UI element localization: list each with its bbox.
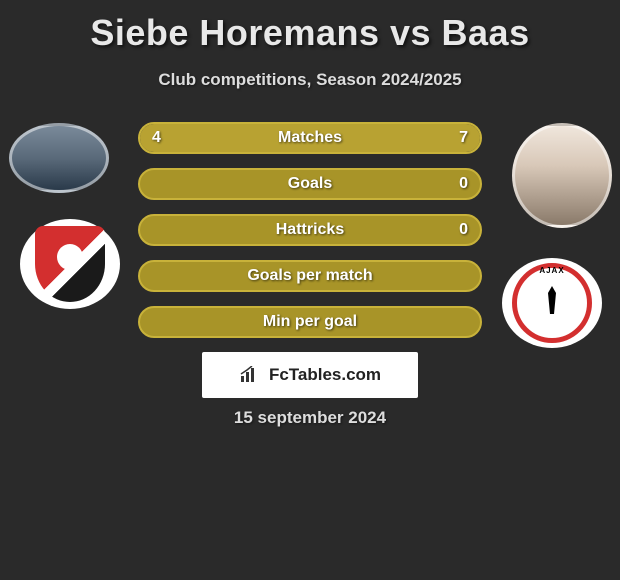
stat-label: Goals: [288, 175, 332, 193]
stat-row: Goals per match: [138, 260, 482, 292]
stat-row: Matches 4 7: [138, 122, 482, 154]
stat-label: Goals per match: [247, 267, 372, 285]
player1-avatar: [9, 123, 109, 193]
stat-row: Min per goal: [138, 306, 482, 338]
stat-row: Hattricks 0: [138, 214, 482, 246]
stat-label: Hattricks: [276, 221, 344, 239]
utrecht-shield-icon: [35, 226, 105, 302]
stat-value-right: 0: [459, 175, 468, 193]
chart-icon: [239, 366, 263, 384]
player2-avatar: [512, 123, 612, 228]
stat-label: Matches: [278, 129, 342, 147]
stat-value-right: 0: [459, 221, 468, 239]
stat-value-right: 7: [459, 129, 468, 147]
player2-club-logo: [502, 258, 602, 348]
ajax-ring-icon: [512, 263, 592, 343]
brand-badge: FcTables.com: [202, 352, 418, 398]
stats-container: Matches 4 7 Goals 0 Hattricks 0 Goals per match…: [138, 122, 482, 352]
stat-label: Min per goal: [263, 313, 357, 331]
stat-row: Goals 0: [138, 168, 482, 200]
player1-club-logo: [20, 219, 120, 309]
date-text: 15 september 2024: [0, 408, 620, 428]
brand-text: FcTables.com: [269, 365, 381, 385]
page-subtitle: Club competitions, Season 2024/2025: [0, 70, 620, 90]
page-title: Siebe Horemans vs Baas: [0, 0, 620, 54]
stat-value-left: 4: [152, 129, 161, 147]
